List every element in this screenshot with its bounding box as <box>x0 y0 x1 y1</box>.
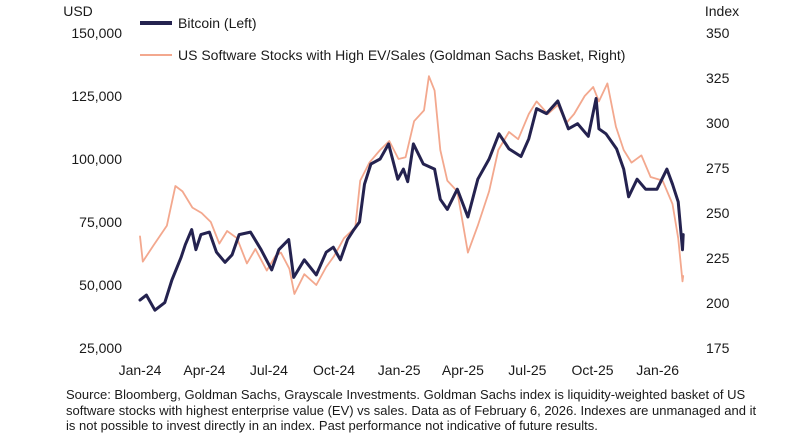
legend: Bitcoin (Left) US Software Stocks with H… <box>140 15 625 63</box>
x-tick-label: Oct-24 <box>313 362 355 378</box>
x-tick-label: Jan-25 <box>378 362 421 378</box>
legend-label-bitcoin: Bitcoin (Left) <box>178 15 257 31</box>
right-tick-label: 225 <box>706 250 730 266</box>
source-note: Source: Bloomberg, Goldman Sachs, Graysc… <box>66 387 757 433</box>
x-tick-label: Jan-24 <box>119 362 162 378</box>
legend-label-software-stocks: US Software Stocks with High EV/Sales (G… <box>178 47 625 63</box>
left-tick-label: 150,000 <box>71 25 122 41</box>
left-tick-label: 125,000 <box>71 88 122 104</box>
left-tick-label: 50,000 <box>79 277 122 293</box>
left-tick-label: 75,000 <box>79 214 122 230</box>
series-line-bitcoin <box>138 97 685 312</box>
left-axis: 25,000 50,000 75,000 100,000 125,000 150,000 <box>71 25 122 356</box>
plot-area <box>138 75 685 312</box>
x-axis: Jan-24 Apr-24 Jul-24 Oct-24 Jan-25 Apr-25 Jul-… <box>119 362 680 378</box>
left-tick-label: 100,000 <box>71 151 122 167</box>
right-tick-label: 200 <box>706 295 730 311</box>
right-tick-label: 350 <box>706 25 730 41</box>
right-tick-label: 250 <box>706 205 730 221</box>
right-axis: 175 200 225 250 275 300 325 350 <box>706 25 730 356</box>
right-tick-label: 325 <box>706 70 730 86</box>
x-tick-label: Jul-25 <box>508 362 546 378</box>
chart: USD Index 25,000 50,000 75,000 100,000 125,0… <box>63 3 739 378</box>
x-tick-label: Apr-24 <box>183 362 225 378</box>
x-tick-label: Oct-25 <box>572 362 614 378</box>
right-axis-unit-label: Index <box>705 3 739 19</box>
right-tick-label: 275 <box>706 160 730 176</box>
left-tick-label: 25,000 <box>79 340 122 356</box>
x-tick-label: Jan-26 <box>636 362 679 378</box>
series-line-software-stocks <box>139 75 685 295</box>
right-tick-label: 175 <box>706 340 730 356</box>
x-tick-label: Jul-24 <box>250 362 288 378</box>
left-axis-unit-label: USD <box>63 3 93 19</box>
right-tick-label: 300 <box>706 115 730 131</box>
x-tick-label: Apr-25 <box>442 362 484 378</box>
